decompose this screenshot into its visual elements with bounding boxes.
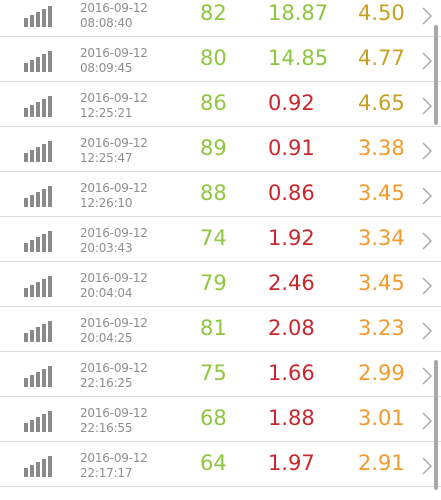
row-value-3: 3.38 (358, 136, 405, 160)
row-time: 22:16:55 (80, 421, 133, 435)
row-value-3: 3.01 (358, 406, 405, 430)
chevron-right-icon[interactable] (421, 96, 433, 116)
row-time: 08:08:40 (80, 16, 133, 30)
list-item[interactable]: 2016-09-12 20:04:25 81 2.08 3.23 (0, 307, 441, 352)
row-value-3: 3.45 (358, 271, 405, 295)
scrollbar-thumb-upper[interactable] (434, 25, 438, 125)
row-date: 2016-09-12 (80, 406, 148, 420)
chevron-right-icon[interactable] (421, 321, 433, 341)
signal-bars-icon (24, 51, 52, 72)
scrollbar-thumb-lower[interactable] (434, 360, 438, 490)
chevron-right-icon[interactable] (421, 276, 433, 296)
chevron-right-icon[interactable] (421, 231, 433, 251)
row-date: 2016-09-12 (80, 226, 148, 240)
row-value-3: 2.99 (358, 361, 405, 385)
row-value-2: 1.92 (268, 226, 315, 250)
list-item[interactable]: 2016-09-12 12:25:47 89 0.91 3.38 (0, 127, 441, 172)
signal-bars-icon (24, 141, 52, 162)
row-date: 2016-09-12 (80, 91, 148, 105)
row-value-2: 0.91 (268, 136, 315, 160)
signal-bars-icon (24, 231, 52, 252)
row-time: 22:17:17 (80, 466, 133, 480)
row-value-2: 1.97 (268, 451, 315, 475)
row-value-1: 88 (200, 181, 227, 205)
row-date: 2016-09-12 (80, 1, 148, 15)
chevron-right-icon[interactable] (421, 186, 433, 206)
signal-bars-icon (24, 321, 52, 342)
row-value-1: 80 (200, 46, 227, 70)
row-value-2: 14.85 (268, 46, 329, 70)
row-date: 2016-09-12 (80, 181, 148, 195)
row-date: 2016-09-12 (80, 46, 148, 60)
row-value-2: 0.86 (268, 181, 315, 205)
list-item[interactable]: 2016-09-12 22:16:25 75 1.66 2.99 (0, 352, 441, 397)
row-value-2: 0.92 (268, 91, 315, 115)
row-time: 12:26:10 (80, 196, 133, 210)
row-time: 20:03:43 (80, 241, 133, 255)
list-item[interactable]: 2016-09-12 22:16:55 68 1.88 3.01 (0, 397, 441, 442)
row-time: 22:16:25 (80, 376, 133, 390)
row-value-2: 2.08 (268, 316, 315, 340)
chevron-right-icon[interactable] (421, 141, 433, 161)
signal-bars-icon (24, 366, 52, 387)
row-time: 20:04:25 (80, 331, 133, 345)
row-value-3: 3.45 (358, 181, 405, 205)
row-value-1: 75 (200, 361, 227, 385)
signal-bars-icon (24, 96, 52, 117)
row-value-1: 79 (200, 271, 227, 295)
row-value-2: 1.88 (268, 406, 315, 430)
results-list: 2016-09-12 08:08:40 82 18.87 4.50 2016-0… (0, 0, 441, 487)
row-time: 12:25:47 (80, 151, 133, 165)
row-date: 2016-09-12 (80, 451, 148, 465)
chevron-right-icon[interactable] (421, 411, 433, 431)
list-item[interactable]: 2016-09-12 20:04:04 79 2.46 3.45 (0, 262, 441, 307)
chevron-right-icon[interactable] (421, 6, 433, 26)
row-value-1: 68 (200, 406, 227, 430)
row-value-3: 4.77 (358, 46, 405, 70)
signal-bars-icon (24, 411, 52, 432)
list-item[interactable]: 2016-09-12 22:17:17 64 1.97 2.91 (0, 442, 441, 487)
row-date: 2016-09-12 (80, 136, 148, 150)
row-value-1: 82 (200, 1, 227, 25)
list-item[interactable]: 2016-09-12 08:08:40 82 18.87 4.50 (0, 0, 441, 37)
list-item[interactable]: 2016-09-12 12:25:21 86 0.92 4.65 (0, 82, 441, 127)
row-value-3: 2.91 (358, 451, 405, 475)
row-value-1: 74 (200, 226, 227, 250)
list-item[interactable]: 2016-09-12 12:26:10 88 0.86 3.45 (0, 172, 441, 217)
signal-bars-icon (24, 6, 52, 27)
row-time: 12:25:21 (80, 106, 133, 120)
row-value-3: 4.65 (358, 91, 405, 115)
list-item[interactable]: 2016-09-12 08:09:45 80 14.85 4.77 (0, 37, 441, 82)
signal-bars-icon (24, 186, 52, 207)
chevron-right-icon[interactable] (421, 456, 433, 476)
row-date: 2016-09-12 (80, 271, 148, 285)
row-value-1: 89 (200, 136, 227, 160)
row-date: 2016-09-12 (80, 361, 148, 375)
list-item[interactable]: 2016-09-12 20:03:43 74 1.92 3.34 (0, 217, 441, 262)
row-value-1: 64 (200, 451, 227, 475)
row-value-3: 3.23 (358, 316, 405, 340)
row-value-3: 4.50 (358, 1, 405, 25)
row-value-3: 3.34 (358, 226, 405, 250)
row-value-1: 86 (200, 91, 227, 115)
row-date: 2016-09-12 (80, 316, 148, 330)
row-value-2: 18.87 (268, 1, 329, 25)
row-time: 08:09:45 (80, 61, 133, 75)
row-time: 20:04:04 (80, 286, 133, 300)
chevron-right-icon[interactable] (421, 366, 433, 386)
signal-bars-icon (24, 456, 52, 477)
row-value-2: 2.46 (268, 271, 315, 295)
signal-bars-icon (24, 276, 52, 297)
row-value-2: 1.66 (268, 361, 315, 385)
row-value-1: 81 (200, 316, 227, 340)
chevron-right-icon[interactable] (421, 51, 433, 71)
